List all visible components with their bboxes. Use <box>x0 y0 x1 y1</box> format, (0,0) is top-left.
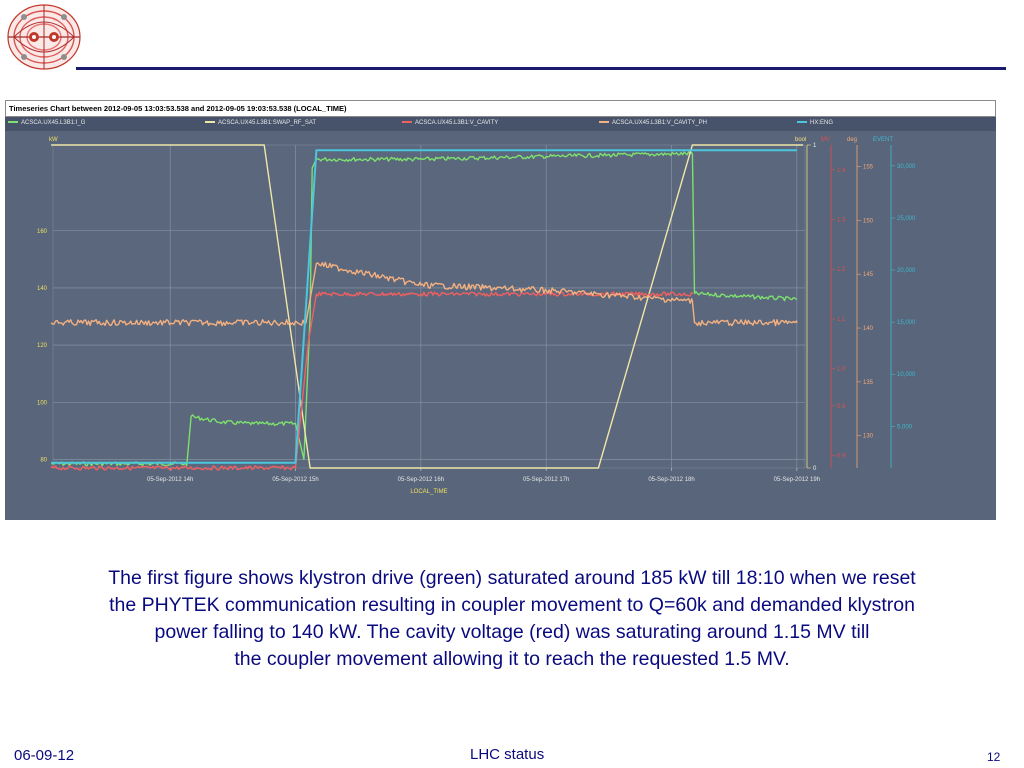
series-line <box>50 261 798 327</box>
mv-tick-label: 1.2 <box>837 267 846 273</box>
deg-tick-label: 150 <box>863 218 874 224</box>
x-tick-label: 05-Sep-2012 15h <box>272 477 318 483</box>
footer-title: LHC status <box>470 746 545 763</box>
x-tick-label: 05-Sep-2012 16h <box>398 477 444 483</box>
event-tick-label: 20,000 <box>897 268 916 274</box>
mv-tick-label: 0.9 <box>837 404 846 410</box>
legend-swatch <box>797 121 807 124</box>
caption-line: The first figure shows klystron drive (g… <box>108 567 916 589</box>
slide-caption: The first figure shows klystron drive (g… <box>30 565 994 673</box>
event-tick-label: 5,000 <box>897 424 913 430</box>
kw-tick-label: 120 <box>37 343 48 349</box>
plot-frame <box>52 144 806 469</box>
deg-tick-label: 145 <box>863 272 874 278</box>
mv-axis-label: MV <box>821 137 830 143</box>
footer-date: 06-09-12 <box>14 747 75 764</box>
deg-tick-label: 130 <box>863 434 874 440</box>
kw-axis-label: kW <box>49 137 58 143</box>
deg-tick-label: 140 <box>863 326 874 332</box>
series-line <box>50 291 694 471</box>
chart-legend: ACSCA.UX45.L3B1:I_G ACSCA.UX45.L3B1:SWAP… <box>5 117 996 131</box>
kw-tick-label: 140 <box>37 286 48 292</box>
kw-tick-label: 100 <box>37 400 48 406</box>
mv-tick-label: 1.0 <box>837 367 846 373</box>
x-axis-label: LOCAL_TIME <box>410 489 447 495</box>
mv-tick-label: 1.1 <box>837 317 846 323</box>
legend-item: ACSCA.UX45.L3B1:I_G <box>8 120 85 126</box>
legend-label: ACSCA.UX45.L3B1:SWAP_RF_SAT <box>218 120 317 126</box>
bool-tick-label: 0 <box>813 466 817 472</box>
caption-line: the coupler movement allowing it to reac… <box>234 648 790 670</box>
kw-tick-label: 80 <box>40 457 47 463</box>
deg-tick-label: 155 <box>863 165 874 171</box>
chart-title-bar: Timeseries Chart between 2012-09-05 13:0… <box>5 100 996 117</box>
kw-tick-label: 160 <box>37 229 48 235</box>
legend-item: HX:ENG <box>797 120 833 126</box>
caption-line: the PHYTEK communication resulting in co… <box>109 594 915 616</box>
mv-tick-label: 1.3 <box>837 218 846 224</box>
legend-label: ACSCA.UX45.L3B1:I_G <box>21 120 86 126</box>
legend-item: ACSCA.UX45.L3B1:V_CAVITY <box>402 120 498 126</box>
x-tick-label: 05-Sep-2012 18h <box>648 477 694 483</box>
event-tick-label: 10,000 <box>897 372 916 378</box>
event-axis-label: EVENT <box>873 137 893 143</box>
deg-axis-label: deg <box>847 137 857 143</box>
plot-area: 05-Sep-2012 14h 05-Sep-2012 15h 05-Sep-201… <box>37 137 916 495</box>
legend-swatch <box>599 121 609 124</box>
header-rule <box>76 67 1006 70</box>
event-tick-label: 25,000 <box>897 216 916 222</box>
mv-tick-label: 1.4 <box>837 168 846 174</box>
deg-tick-label: 135 <box>863 380 874 386</box>
series-line <box>51 151 798 467</box>
legend-swatch <box>402 121 412 124</box>
legend-label: ACSCA.UX45.L3B1:V_CAVITY <box>415 120 499 126</box>
chart-title: Timeseries Chart between 2012-09-05 13:0… <box>9 104 347 113</box>
legend-label: HX:ENG <box>810 120 834 126</box>
event-tick-label: 15,000 <box>897 320 916 326</box>
page-number: 12 <box>987 750 1001 764</box>
x-tick-label: 05-Sep-2012 17h <box>523 477 569 483</box>
event-tick-label: 30,000 <box>897 164 916 170</box>
series-line <box>51 149 797 464</box>
x-tick-label: 05-Sep-2012 14h <box>147 477 193 483</box>
legend-item: ACSCA.UX45.L3B1:SWAP_RF_SAT <box>205 120 316 126</box>
x-tick-label: 05-Sep-2012 19h <box>774 477 820 483</box>
legend-swatch <box>205 121 215 124</box>
timeseries-chart: Timeseries Chart between 2012-09-05 13:0… <box>5 100 996 520</box>
caption-line: power falling to 140 kW. The cavity volt… <box>154 621 870 643</box>
mv-tick-label: 0.9 <box>837 454 846 460</box>
bool-axis-label: bool <box>795 137 806 143</box>
series-line <box>51 144 804 469</box>
lhc-logo <box>7 4 81 70</box>
legend-item: ACSCA.UX45.L3B1:V_CAVITY_PH <box>599 120 707 126</box>
legend-label: ACSCA.UX45.L3B1:V_CAVITY_PH <box>612 120 707 126</box>
bool-tick-label: 1 <box>813 143 817 149</box>
legend-swatch <box>8 121 18 124</box>
